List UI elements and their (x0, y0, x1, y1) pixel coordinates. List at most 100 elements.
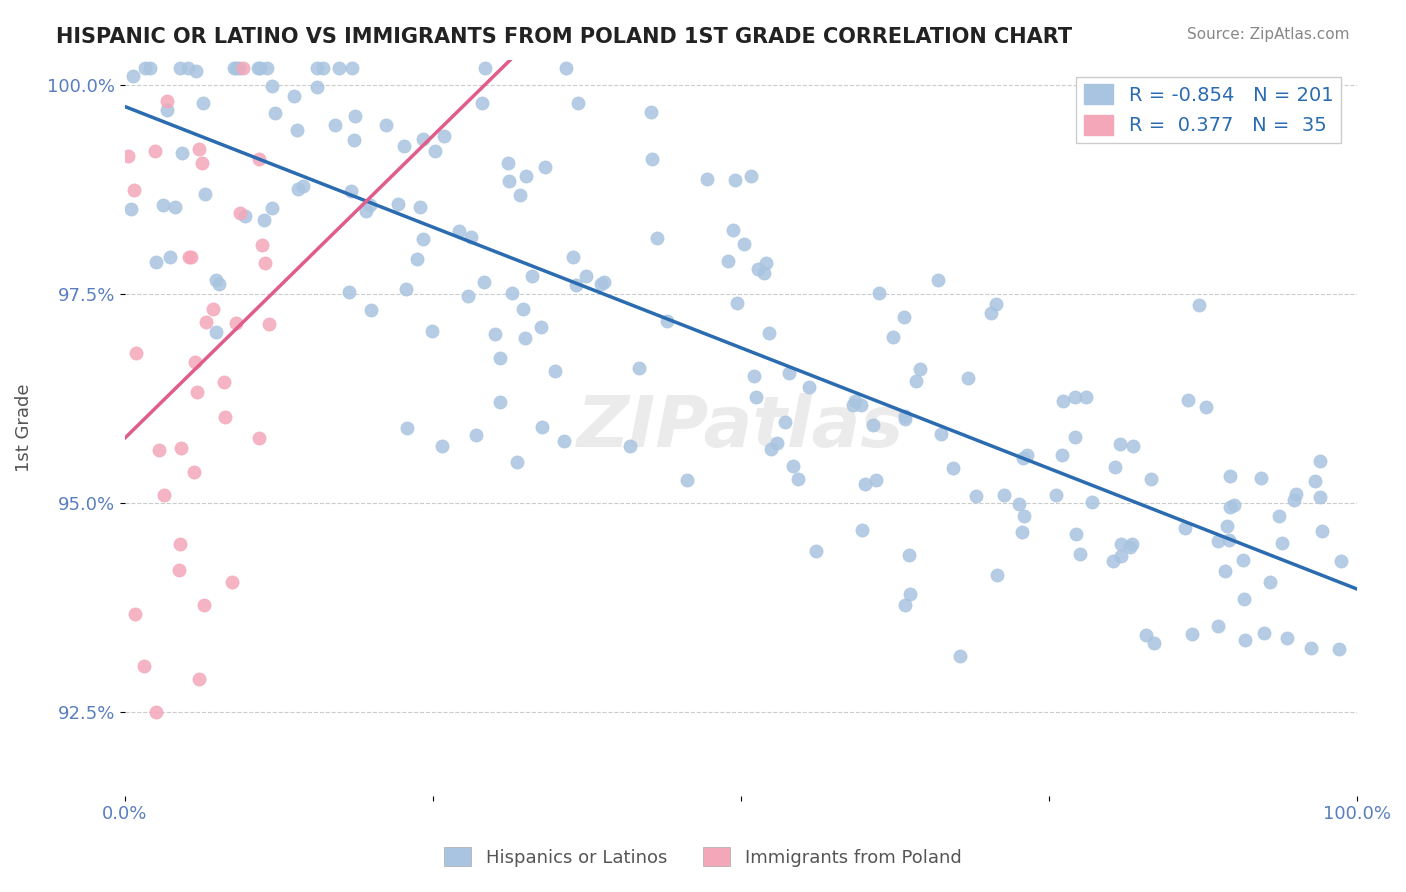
Point (898, 587, 921, 601)
Point (744, 390, 766, 404)
Point (194, 186, 217, 201)
Point (986, 567, 1008, 582)
Point (432, 440, 454, 454)
Point (797, 380, 820, 394)
Point (640, 152, 662, 166)
Point (457, 289, 479, 303)
Point (186, 64, 208, 78)
Point (337, 285, 360, 299)
Point (205, 326, 228, 340)
Point (1330, 554, 1353, 568)
Point (1285, 487, 1308, 501)
Point (575, 268, 598, 283)
Point (229, 205, 252, 219)
Point (169, 536, 191, 550)
Point (868, 285, 890, 300)
Point (747, 261, 769, 276)
Point (531, 419, 554, 434)
Point (202, 301, 225, 316)
Point (1309, 454, 1331, 468)
Point (1045, 488, 1067, 502)
Point (392, 139, 415, 153)
Point (965, 489, 987, 503)
Point (252, 237, 274, 252)
Point (124, 607, 146, 622)
Point (343, 109, 366, 123)
Point (1218, 533, 1240, 547)
Point (194, 315, 217, 329)
Point (409, 200, 432, 214)
Point (842, 398, 865, 412)
Point (1310, 524, 1333, 538)
Point (640, 105, 662, 120)
Point (1135, 628, 1157, 642)
Point (232, 61, 254, 75)
Legend: R = -0.854   N = 201, R =  0.377   N =  35: R = -0.854 N = 201, R = 0.377 N = 35 (1076, 77, 1341, 143)
Point (387, 196, 409, 211)
Point (253, 212, 276, 227)
Point (1108, 437, 1130, 451)
Point (395, 421, 418, 435)
Point (1012, 509, 1035, 524)
Point (120, 202, 142, 216)
Point (1271, 536, 1294, 550)
Point (740, 169, 762, 183)
Point (287, 182, 309, 196)
Point (254, 256, 277, 270)
Point (222, 61, 245, 75)
Point (806, 544, 828, 558)
Point (742, 368, 765, 383)
Point (205, 273, 228, 287)
Point (1012, 451, 1035, 466)
Point (787, 472, 810, 486)
Point (908, 361, 931, 376)
Point (1011, 525, 1033, 540)
Point (645, 231, 668, 245)
Point (193, 599, 215, 613)
Point (1216, 519, 1239, 533)
Point (512, 302, 534, 317)
Legend: Hispanics or Latinos, Immigrants from Poland: Hispanics or Latinos, Immigrants from Po… (437, 840, 969, 874)
Point (139, 61, 162, 75)
Point (148, 443, 170, 458)
Point (1282, 493, 1305, 508)
Point (1260, 574, 1282, 589)
Point (1122, 439, 1144, 453)
Point (851, 523, 873, 537)
Point (984, 297, 1007, 311)
Point (1275, 631, 1298, 645)
Point (949, 648, 972, 663)
Point (460, 229, 482, 244)
Point (522, 268, 544, 283)
Point (1081, 495, 1104, 509)
Point (474, 61, 496, 75)
Point (1303, 475, 1326, 489)
Point (247, 431, 270, 445)
Point (1118, 540, 1140, 554)
Point (117, 149, 139, 163)
Point (260, 201, 283, 215)
Point (256, 61, 278, 75)
Point (1308, 491, 1330, 505)
Point (134, 658, 156, 673)
Point (305, 61, 328, 75)
Point (342, 61, 364, 75)
Point (855, 477, 877, 491)
Point (246, 61, 269, 75)
Point (1268, 509, 1291, 524)
Point (1253, 626, 1275, 640)
Point (488, 395, 510, 409)
Point (464, 427, 486, 442)
Point (761, 442, 783, 457)
Point (733, 237, 755, 252)
Point (191, 96, 214, 111)
Point (186, 384, 208, 399)
Point (675, 473, 697, 487)
Point (534, 160, 557, 174)
Point (1139, 472, 1161, 486)
Point (432, 129, 454, 144)
Y-axis label: 1st Grade: 1st Grade (15, 384, 32, 472)
Point (283, 88, 305, 103)
Text: Source: ZipAtlas.com: Source: ZipAtlas.com (1187, 27, 1350, 42)
Point (1232, 553, 1254, 567)
